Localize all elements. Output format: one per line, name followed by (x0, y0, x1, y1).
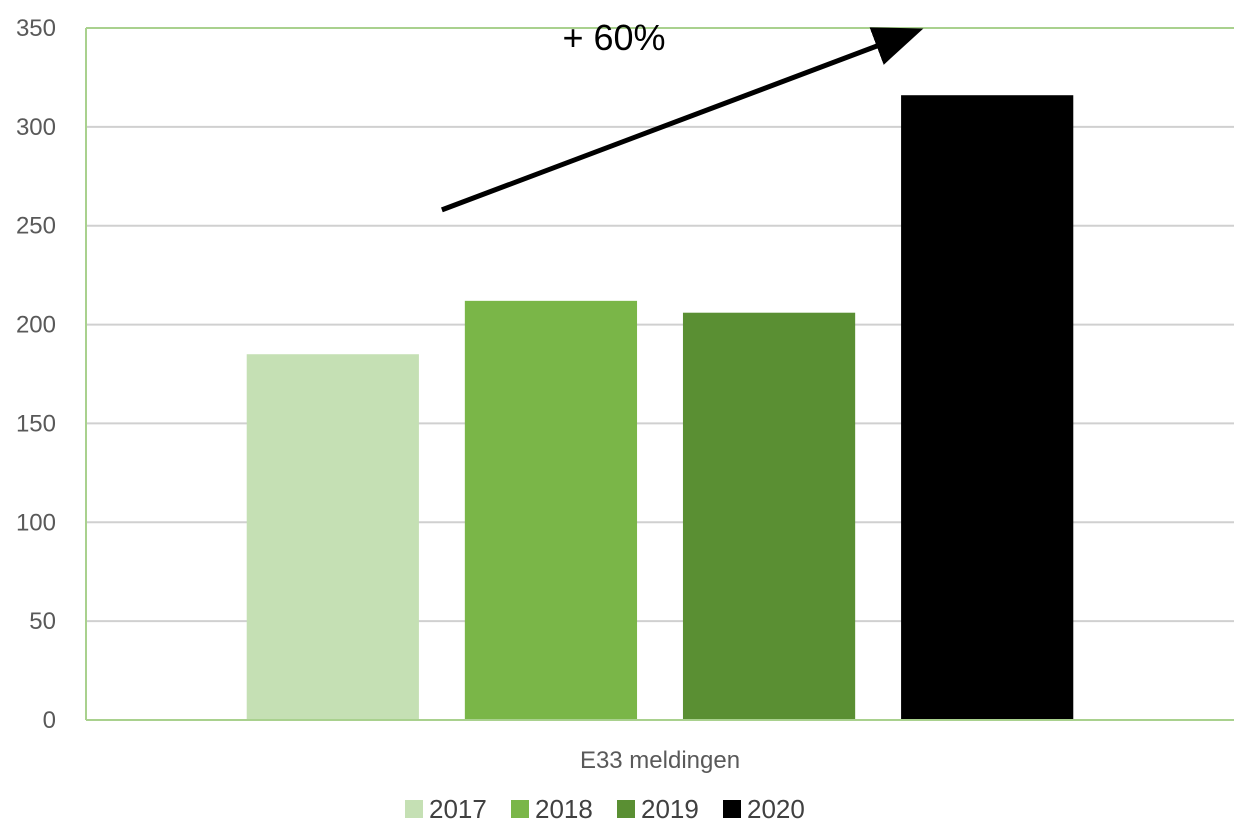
category-labels: E33 meldingen (580, 747, 740, 774)
category-label: E33 meldingen (580, 747, 740, 774)
legend-swatch-2017 (405, 800, 423, 818)
y-tick-label-0: 0 (43, 707, 56, 734)
y-tick-label-150: 150 (16, 410, 56, 437)
y-tick-label-250: 250 (16, 213, 56, 240)
y-tick-label-200: 200 (16, 312, 56, 339)
bar-2017 (246, 354, 419, 720)
y-tick-label-350: 350 (16, 15, 56, 42)
y-tick-label-50: 50 (29, 608, 56, 635)
legend: 2017 2018 2019 2020 (405, 794, 805, 824)
y-axis-tick-labels: 0 50 100 150 200 250 300 350 (16, 15, 56, 734)
bar-2020 (901, 95, 1074, 721)
legend-swatch-2020 (723, 800, 741, 818)
y-tick-label-100: 100 (16, 509, 56, 536)
annotation-label: + 60% (562, 17, 665, 58)
trend-arrow (440, 27, 924, 213)
annotations: + 60% (440, 17, 924, 213)
legend-swatch-2018 (511, 800, 529, 818)
y-tick-label-300: 300 (16, 114, 56, 141)
legend-label-2017: 2017 (429, 794, 487, 824)
axes (85, 27, 1234, 721)
bar-2018 (464, 300, 638, 720)
legend-label-2019: 2019 (641, 794, 699, 824)
bars (246, 95, 1074, 721)
legend-label-2018: 2018 (535, 794, 593, 824)
legend-swatch-2019 (617, 800, 635, 818)
legend-label-2020: 2020 (747, 794, 805, 824)
bar-2019 (682, 312, 856, 720)
